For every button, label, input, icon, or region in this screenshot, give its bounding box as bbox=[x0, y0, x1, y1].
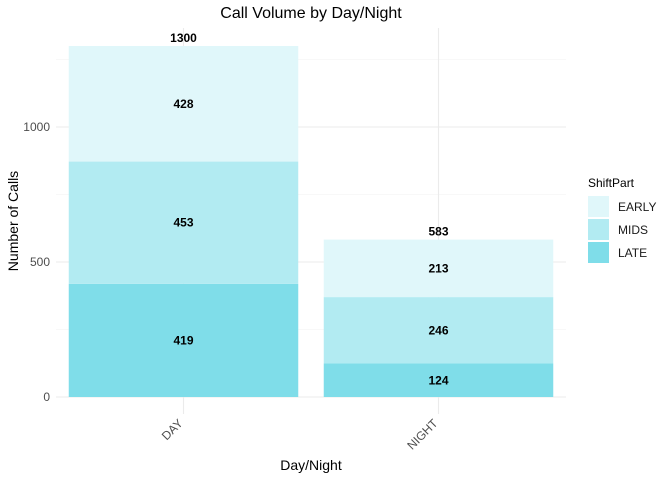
legend-title: ShiftPart bbox=[588, 176, 635, 190]
segment-value-label: 124 bbox=[428, 373, 448, 387]
segment-value-label: 428 bbox=[173, 97, 193, 111]
bar-segment-late-night bbox=[323, 363, 554, 397]
bar-segment-mids-day bbox=[68, 161, 299, 284]
bar-layer bbox=[68, 46, 554, 397]
y-tick-label: 500 bbox=[30, 255, 50, 269]
y-tick-label: 1000 bbox=[23, 120, 50, 134]
total-value-label: 583 bbox=[428, 225, 448, 239]
segment-value-label: 419 bbox=[173, 333, 193, 347]
legend-label-mids: MIDS bbox=[618, 223, 648, 237]
segment-value-label: 453 bbox=[173, 216, 193, 230]
y-tick-label: 0 bbox=[43, 390, 50, 404]
x-tick-label: NIGHT bbox=[404, 416, 441, 453]
legend-label-early: EARLY bbox=[618, 200, 656, 214]
segment-value-label: 213 bbox=[428, 261, 448, 275]
bar-segment-early-day bbox=[68, 46, 299, 162]
bar-segment-early-night bbox=[323, 239, 554, 298]
x-axis-title: Day/Night bbox=[280, 457, 342, 473]
x-tick-label: DAY bbox=[159, 416, 186, 443]
legend-key-early bbox=[588, 196, 609, 217]
segment-value-label: 246 bbox=[428, 323, 448, 337]
legend-label-late: LATE bbox=[618, 246, 647, 260]
legend-key-mids bbox=[588, 219, 609, 240]
legend: ShiftPart EARLY MIDS LATE bbox=[588, 176, 656, 263]
legend-key-late bbox=[588, 242, 609, 263]
y-axis-title: Number of Calls bbox=[5, 171, 21, 271]
bar-segment-late-day bbox=[68, 283, 299, 397]
chart-title: Call Volume by Day/Night bbox=[220, 5, 402, 22]
bar-segment-mids-night bbox=[323, 297, 554, 364]
total-value-label: 1300 bbox=[170, 31, 197, 45]
label-layer: 419 453 428 1300 124 246 213 583 bbox=[170, 31, 449, 387]
